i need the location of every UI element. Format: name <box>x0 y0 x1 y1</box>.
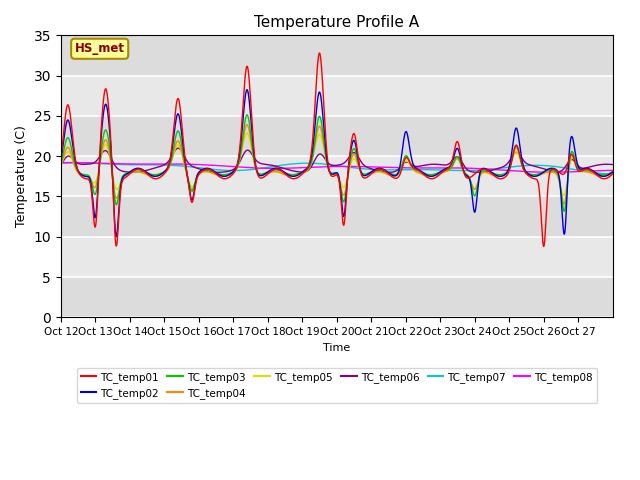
Legend: TC_temp01, TC_temp02, TC_temp03, TC_temp04, TC_temp05, TC_temp06, TC_temp07, TC_: TC_temp01, TC_temp02, TC_temp03, TC_temp… <box>77 368 597 403</box>
TC_temp06 <box>534 164 542 170</box>
TC_temp07 <box>232 168 239 173</box>
TC_temp03 <box>371 168 378 174</box>
TC_temp02 <box>609 169 616 175</box>
TC_temp08 <box>602 168 609 173</box>
TC_temp08 <box>232 164 239 170</box>
TC_temp03 <box>231 168 239 173</box>
TC_temp08 <box>113 161 120 167</box>
TC_temp07 <box>503 165 511 170</box>
TC_temp05 <box>503 169 511 175</box>
Line: TC_temp05: TC_temp05 <box>61 133 612 195</box>
TC_temp07 <box>113 161 120 167</box>
TC_temp05 <box>560 192 568 198</box>
Text: HS_met: HS_met <box>75 42 125 55</box>
TC_temp06 <box>112 164 120 170</box>
TC_temp08 <box>546 169 554 175</box>
TC_temp01 <box>503 172 511 178</box>
Line: TC_temp01: TC_temp01 <box>61 53 612 246</box>
Bar <box>61 76 612 116</box>
TC_temp04 <box>231 168 239 174</box>
TC_temp04 <box>503 170 511 176</box>
TC_temp02 <box>113 234 120 240</box>
TC_temp07 <box>74 160 82 166</box>
TC_temp04 <box>609 170 616 176</box>
TC_temp03 <box>609 169 616 175</box>
TC_temp04 <box>243 122 251 128</box>
Line: TC_temp04: TC_temp04 <box>61 125 612 204</box>
TC_temp01 <box>371 168 378 174</box>
Y-axis label: Temperature (C): Temperature (C) <box>15 125 28 227</box>
TC_temp02 <box>534 172 542 178</box>
TC_temp06 <box>57 162 65 168</box>
TC_temp01 <box>534 180 542 186</box>
TC_temp03 <box>243 112 251 118</box>
TC_temp02 <box>112 233 120 239</box>
TC_temp04 <box>57 163 65 168</box>
TC_temp03 <box>503 169 511 175</box>
TC_temp06 <box>232 165 239 171</box>
X-axis label: Time: Time <box>323 343 351 353</box>
TC_temp05 <box>57 163 65 169</box>
TC_temp01 <box>112 242 120 248</box>
TC_temp06 <box>602 161 609 167</box>
TC_temp05 <box>371 169 378 175</box>
TC_temp03 <box>112 202 120 207</box>
TC_temp05 <box>534 172 542 178</box>
TC_temp01 <box>540 243 548 249</box>
TC_temp04 <box>602 173 609 179</box>
TC_temp01 <box>316 50 323 56</box>
Title: Temperature Profile A: Temperature Profile A <box>254 15 419 30</box>
TC_temp02 <box>57 157 65 163</box>
TC_temp08 <box>609 168 616 173</box>
TC_temp02 <box>232 166 239 172</box>
TC_temp01 <box>602 176 609 181</box>
Line: TC_temp08: TC_temp08 <box>61 163 612 172</box>
Line: TC_temp06: TC_temp06 <box>61 148 612 172</box>
TC_temp08 <box>534 169 542 175</box>
TC_temp07 <box>609 171 616 177</box>
TC_temp08 <box>65 160 73 166</box>
TC_temp08 <box>503 168 511 173</box>
TC_temp01 <box>609 171 616 177</box>
TC_temp05 <box>231 168 239 174</box>
Bar <box>61 237 612 277</box>
TC_temp06 <box>174 145 182 151</box>
TC_temp06 <box>371 167 378 172</box>
TC_temp03 <box>534 171 542 177</box>
TC_temp04 <box>560 201 568 207</box>
TC_temp01 <box>57 155 65 161</box>
TC_temp06 <box>609 162 616 168</box>
TC_temp08 <box>57 160 65 166</box>
Line: TC_temp03: TC_temp03 <box>61 115 612 211</box>
TC_temp07 <box>601 171 609 177</box>
TC_temp05 <box>609 170 616 176</box>
TC_temp08 <box>371 164 378 170</box>
TC_temp02 <box>371 167 378 173</box>
TC_temp02 <box>602 173 609 179</box>
TC_temp03 <box>602 172 609 178</box>
TC_temp01 <box>231 168 239 174</box>
TC_temp06 <box>215 169 223 175</box>
TC_temp04 <box>371 169 378 175</box>
Line: TC_temp07: TC_temp07 <box>61 163 612 174</box>
TC_temp06 <box>504 161 511 167</box>
TC_temp02 <box>504 169 511 175</box>
Bar <box>61 156 612 196</box>
Bar <box>61 36 612 76</box>
TC_temp05 <box>602 173 609 179</box>
TC_temp05 <box>112 186 120 192</box>
TC_temp07 <box>371 167 378 172</box>
TC_temp03 <box>57 161 65 167</box>
Bar <box>61 116 612 156</box>
TC_temp05 <box>243 130 251 136</box>
TC_temp02 <box>243 87 251 93</box>
Bar <box>61 196 612 237</box>
TC_temp04 <box>534 173 542 179</box>
TC_temp07 <box>534 162 542 168</box>
Bar <box>61 277 612 317</box>
TC_temp04 <box>112 195 120 201</box>
Line: TC_temp02: TC_temp02 <box>61 90 612 237</box>
TC_temp03 <box>560 208 568 214</box>
TC_temp07 <box>57 160 65 166</box>
